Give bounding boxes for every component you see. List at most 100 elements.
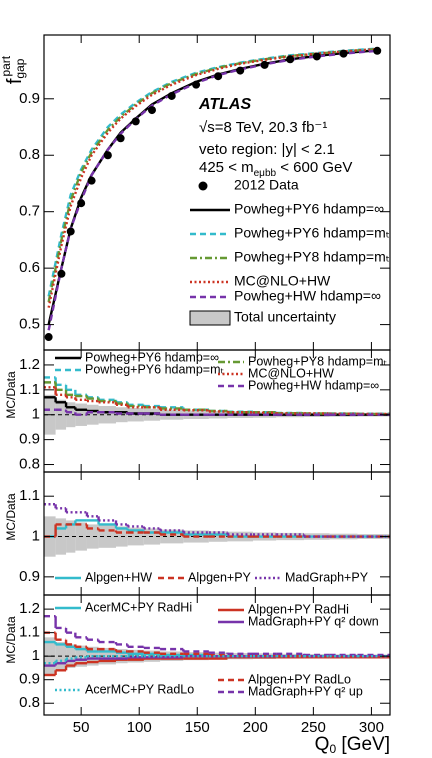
- x-label-main: Q: [315, 734, 330, 755]
- annotation-part: 425 < m: [199, 159, 254, 176]
- x-tick-label: 50: [73, 719, 90, 736]
- y-tick-label: 1.1: [19, 624, 40, 641]
- x-tick-label: 150: [185, 719, 210, 736]
- legend-label: Powheg+HW hdamp=∞: [248, 378, 379, 392]
- legend-label: MC@NLO+HW: [248, 366, 334, 380]
- uncertainty-band: [66, 520, 76, 553]
- legend-label: MadGraph+PY q² down: [248, 614, 379, 628]
- annotation: 425 < meμbb < 600 GeV: [199, 159, 352, 179]
- y-tick-label: 1: [32, 406, 40, 423]
- x-label-main: [GeV]: [336, 734, 390, 755]
- data-point: [57, 269, 66, 278]
- data-point: [312, 52, 321, 61]
- data-point: [236, 66, 245, 75]
- y-tick-label: 0.9: [19, 671, 40, 688]
- panel: 0.5 0.6 0.7 0.8 0.9 fgappart 2012 Data Powheg+P…: [0, 34, 391, 351]
- annotation: √s=8 TeV, 20.3 fb⁻¹: [199, 119, 327, 136]
- y-tick-label: 0.7: [19, 203, 40, 220]
- uncertainty-band: [86, 404, 99, 425]
- legend-label: Powheg+PY8 hdamp=mₜ: [234, 249, 390, 265]
- y-tick-label: 0.9: [19, 90, 40, 107]
- y-tick-label: 1.2: [19, 356, 40, 373]
- legend-label: AcerMC+PY RadHi: [85, 600, 192, 614]
- legend-label: 2012 Data: [234, 177, 299, 193]
- data-point: [103, 151, 112, 160]
- x-tick-label: 100: [127, 719, 152, 736]
- curve: [47, 47, 378, 303]
- annotation-part: < 600 GeV: [276, 159, 352, 176]
- y-axis-label: MC/Data: [4, 616, 18, 664]
- data-point: [77, 199, 86, 208]
- annotation: veto region: |y| < 2.1: [199, 141, 335, 158]
- uncertainty-band: [66, 644, 76, 668]
- y-tick-label: 0.5: [19, 316, 40, 333]
- y-tick-label: 0.9: [19, 568, 40, 585]
- curve: [47, 47, 378, 308]
- y-tick-label: 1.1: [19, 487, 40, 504]
- y-tick-label: 0.8: [19, 694, 40, 711]
- x-axis-label: Q0 [GeV]: [315, 734, 390, 756]
- y-tick-label: 1: [32, 647, 40, 664]
- data-point: [214, 72, 223, 81]
- x-tick-label: 250: [301, 719, 326, 736]
- legend-label: AcerMC+PY RadLo: [85, 682, 194, 696]
- y-label-sup: part: [0, 55, 13, 76]
- y-tick-label: 0.8: [19, 455, 40, 472]
- legend-label: Powheg+HW hdamp=∞: [234, 288, 381, 304]
- y-axis-label: fgappart: [0, 55, 27, 84]
- data-point: [167, 91, 176, 100]
- uncertainty-band: [66, 402, 76, 428]
- legend-label: Powheg+PY6 hdamp=∞: [234, 201, 384, 217]
- data-point: [373, 46, 382, 55]
- y-tick-label: 1.1: [19, 381, 40, 398]
- y-tick-label: 0.8: [19, 146, 40, 163]
- data-point: [44, 333, 53, 342]
- annotation: ATLAS: [198, 96, 251, 113]
- uncertainty-band: [208, 531, 228, 542]
- legend-label: Powheg+PY6 hdamp=mₜ: [234, 225, 390, 241]
- legend-marker: [198, 181, 208, 191]
- legend-label: Powheg+PY6 hdamp=∞: [85, 350, 219, 364]
- legend-label: MadGraph+PY: [285, 570, 369, 584]
- legend-label: Alpgen+PY: [188, 570, 252, 584]
- y-tick-label: 0.9: [19, 431, 40, 448]
- annotation-sub: eμbb: [254, 168, 277, 179]
- data-point: [116, 134, 125, 143]
- data-point: [87, 176, 96, 185]
- frame: [43, 594, 391, 716]
- plot-area: [44, 46, 382, 342]
- data-point: [131, 117, 140, 126]
- y-tick-label: 1: [32, 527, 40, 544]
- data-point: [339, 49, 348, 58]
- legend-label: MadGraph+PY q² up: [248, 684, 363, 698]
- legend-label: MC@NLO+HW: [234, 273, 331, 289]
- y-label-sub: gap: [13, 58, 27, 78]
- legend-label: Powheg+PY6 hdamp=mₜ: [85, 362, 225, 376]
- x-label-sub: 0: [329, 742, 336, 756]
- y-tick-label: 0.6: [19, 259, 40, 276]
- curve: [47, 49, 378, 331]
- legend-box: [189, 310, 231, 326]
- data-point: [260, 60, 269, 69]
- legend-label: Powheg+PY8 hdamp=mₜ: [248, 354, 388, 368]
- x-tick-label: 200: [243, 719, 268, 736]
- data-point: [147, 106, 156, 115]
- x-tick-label: 300: [359, 719, 384, 736]
- legend-label: Alpgen+PY RadLo: [248, 672, 351, 686]
- data-point: [192, 80, 201, 89]
- legend-label: Alpgen+HW: [85, 570, 152, 584]
- data-point: [286, 55, 295, 64]
- data-point: [66, 227, 75, 236]
- plot-area: [44, 503, 390, 557]
- y-axis-label: MC/Data: [4, 371, 18, 419]
- panel: 0.9 1 1.1MC/Data Alpgen+HW Alpgen+PY MadGraph…: [4, 471, 391, 596]
- legend-label: Total uncertainty: [234, 309, 336, 325]
- legend-label: Alpgen+PY RadHi: [248, 602, 349, 616]
- y-label-main: f: [4, 78, 26, 84]
- uncertainty-band: [86, 524, 99, 549]
- y-tick-label: 1.2: [19, 600, 40, 617]
- y-axis-label: MC/Data: [4, 493, 18, 541]
- panel: 0.8 0.9 1 1.1 1.2 50 100 150 200 250 300 MC/Data Ace…: [4, 594, 391, 736]
